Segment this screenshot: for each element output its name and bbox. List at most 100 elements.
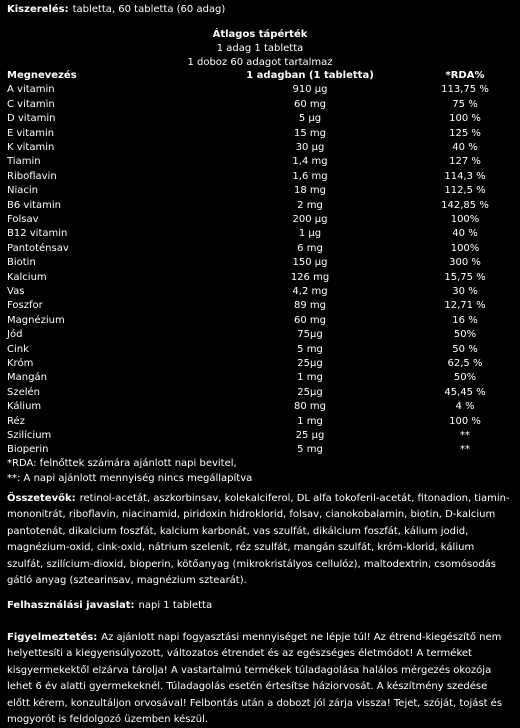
table-cell: 4,2 mg bbox=[292, 286, 328, 297]
table-cell: 15 mg bbox=[294, 127, 326, 139]
table-cell: 1,6 mg bbox=[292, 170, 328, 182]
table-row: Mangán 1 mg 50% bbox=[0, 371, 520, 385]
title-line: Átlagos tápérték bbox=[212, 29, 308, 40]
table-cell: D vitamin bbox=[7, 113, 56, 125]
warning-text: Az ajánlott napi fogyasztási mennyiséget… bbox=[7, 632, 503, 726]
table-cell: A vitamin bbox=[7, 84, 55, 96]
table-cell: 15,75 % bbox=[444, 271, 486, 283]
table-cell: 100% bbox=[450, 242, 480, 254]
table-cell: 1,4 mg bbox=[292, 156, 328, 168]
table-cell: Jód bbox=[7, 329, 23, 341]
header-cell: Megnevezés bbox=[7, 70, 77, 81]
table-cell: Mangán bbox=[7, 372, 47, 384]
header-cell: 1 adagban (1 tabletta) bbox=[246, 70, 374, 81]
table-cell: 80 mg bbox=[294, 401, 326, 413]
table-cell: 2 mg bbox=[297, 199, 323, 211]
table-row: B6 vitamin 2 mg 142,85 % bbox=[0, 199, 520, 213]
table-cell: 113,75 % bbox=[441, 84, 489, 96]
table-cell: 127 % bbox=[449, 156, 481, 168]
table-cell: 5 mg bbox=[297, 343, 323, 355]
table-row: Kalcium 126 mg 15,75 % bbox=[0, 271, 520, 285]
table-row: Cink 5 mg 50 % bbox=[0, 343, 520, 357]
title-line: 1 adag 1 tabletta bbox=[216, 43, 304, 55]
table-row: Szilícium 25 µg ** bbox=[0, 429, 520, 443]
table-cell: 25µg bbox=[297, 358, 323, 369]
table-row: Réz 1 mg 100 % bbox=[0, 415, 520, 429]
table-cell: 112,5 % bbox=[444, 185, 486, 197]
table-cell: Szilícium bbox=[7, 430, 52, 441]
table-cell: ** bbox=[460, 444, 470, 456]
footnote: *RDA: felnőttek számára ajánlott napi be… bbox=[7, 458, 237, 469]
table-row: A vitamin 910 µg 113,75 % bbox=[0, 83, 520, 97]
packaging-text: tabletta, 60 tabletta (60 adag) bbox=[72, 4, 226, 15]
table-cell: 89 mg bbox=[294, 300, 326, 312]
table-row: B12 vitamin 1 µg 40 % bbox=[0, 227, 520, 241]
table-cell: 5 µg bbox=[298, 113, 322, 125]
ingredients: Összetevők: retinol-acetát, aszkorbinsav,… bbox=[7, 491, 513, 589]
table-row: Króm 25µg 62,5 % bbox=[0, 357, 520, 371]
nutrition-table: Megnevezés 1 adagban (1 tabletta) *RDA% A v… bbox=[0, 69, 520, 469]
table-cell: 12,71 % bbox=[444, 300, 486, 312]
packaging-label: Kiszerelés: bbox=[7, 4, 69, 15]
table-cell: 5 mg bbox=[297, 444, 323, 456]
ingredients-label: Összetevők: bbox=[7, 493, 76, 504]
table-cell: Niacin bbox=[7, 185, 39, 197]
footnote: **: A napi ajánlott mennyiség nincs megá… bbox=[7, 473, 253, 484]
ingredients-text: retinol-acetát, aszkorbinsav, kolekalcif… bbox=[7, 493, 510, 587]
table-cell: E vitamin bbox=[7, 127, 55, 139]
table-cell: 50% bbox=[453, 372, 477, 384]
table-cell: C vitamin bbox=[7, 98, 55, 110]
table-row: K vitamin 30 µg 40 % bbox=[0, 141, 520, 155]
table-cell: 125 % bbox=[449, 127, 481, 139]
table-row: D vitamin 5 µg 100 % bbox=[0, 112, 520, 126]
table-cell: 75 % bbox=[452, 98, 478, 110]
table-row: Riboflavin 1,6 mg 114,3 % bbox=[0, 170, 520, 184]
table-cell: 45,45 % bbox=[444, 386, 486, 398]
table-cell: Kalcium bbox=[7, 271, 47, 283]
table-cell: Bioperin bbox=[7, 444, 49, 456]
table-row: Foszfor 89 mg 12,71 % bbox=[0, 299, 520, 313]
table-cell: 100 % bbox=[449, 415, 481, 427]
table-cell: 60 mg bbox=[294, 314, 326, 326]
title-line: 1 doboz 60 adagot tartalmaz bbox=[187, 57, 333, 69]
table-cell: B6 vitamin bbox=[7, 199, 62, 211]
table-cell: Biotin bbox=[7, 257, 36, 269]
table-title: Átlagos tápérték 1 adag 1 tabletta 1 dob… bbox=[0, 28, 520, 71]
warning: Figyelmeztetés: Az ajánlott napi fogyaszt… bbox=[7, 630, 513, 728]
table-row: Jód 75µg 50% bbox=[0, 328, 520, 342]
table-cell: Pantoténsav bbox=[7, 242, 69, 254]
table-cell: Tiamin bbox=[7, 156, 41, 168]
table-cell: 25 µg bbox=[295, 430, 325, 441]
table-cell: 30 µg bbox=[295, 142, 325, 153]
table-cell: Kálium bbox=[7, 401, 42, 413]
header-row: Megnevezés 1 adagban (1 tabletta) *RDA% bbox=[0, 69, 520, 83]
table-row: C vitamin 60 mg 75 % bbox=[0, 98, 520, 112]
table-cell: 1 µg bbox=[298, 228, 322, 240]
warning-label: Figyelmeztetés: bbox=[7, 632, 98, 643]
table-cell: Riboflavin bbox=[7, 170, 57, 182]
table-cell: Cink bbox=[7, 343, 29, 355]
table-row: Folsav 200 µg 100% bbox=[0, 213, 520, 227]
table-cell: 126 mg bbox=[290, 271, 330, 283]
table-cell: 40 % bbox=[452, 142, 478, 153]
table-row: Tiamin 1,4 mg 127 % bbox=[0, 155, 520, 169]
table-cell: 40 % bbox=[452, 228, 478, 240]
table-cell: Szelén bbox=[7, 386, 41, 398]
table-cell: 114,3 % bbox=[444, 170, 486, 182]
table-cell: ** bbox=[460, 430, 470, 441]
table-row: Niacin 18 mg 112,5 % bbox=[0, 184, 520, 198]
table-cell: 50% bbox=[453, 329, 477, 341]
table-cell: Vas bbox=[7, 286, 25, 297]
table-row: Pantoténsav 6 mg 100% bbox=[0, 242, 520, 256]
table-cell: Króm bbox=[7, 358, 34, 369]
table-cell: 30 % bbox=[452, 286, 478, 297]
usage-label: Felhasználási javaslat: bbox=[7, 600, 135, 611]
table-cell: 16 % bbox=[452, 314, 478, 326]
table-cell: 910 µg bbox=[292, 84, 328, 96]
table-cell: B12 vitamin bbox=[7, 228, 68, 240]
table-cell: 150 µg bbox=[292, 257, 328, 269]
table-cell: 25µg bbox=[297, 386, 323, 398]
table-row: Biotin 150 µg 300 % bbox=[0, 256, 520, 270]
table-row: E vitamin 15 mg 125 % bbox=[0, 127, 520, 141]
